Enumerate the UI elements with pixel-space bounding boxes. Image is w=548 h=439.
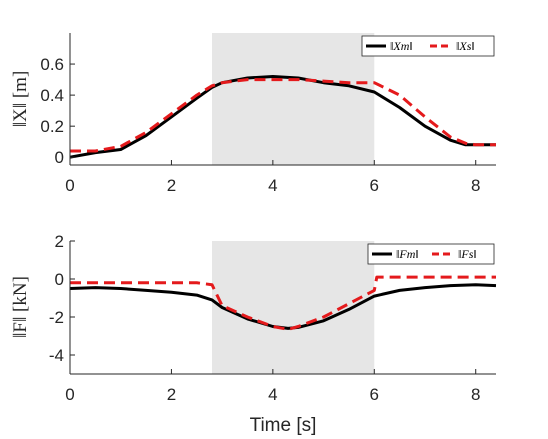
position-x-tick-label: 0 — [65, 176, 74, 195]
force-x-tick-label: 6 — [370, 385, 379, 404]
force-y-tick-label: -2 — [49, 308, 64, 327]
legend-label-fs: ‖Fs‖ — [458, 247, 477, 261]
position-legend: ‖Xm‖ ‖Xs‖ — [361, 35, 495, 57]
force-x-tick-label: 0 — [65, 385, 74, 404]
position-series-slave-line — [70, 78, 496, 153]
position-x-tick-label: 6 — [370, 176, 379, 195]
force-y-tick-label: 2 — [55, 232, 64, 251]
legend-label-xs: ‖Xs‖ — [456, 39, 475, 53]
position-series-master-line — [69, 75, 496, 159]
position-shaded-region — [212, 33, 375, 165]
position-y-tick-label: 0 — [55, 148, 64, 167]
x-axis-label: Time [s] — [250, 415, 317, 436]
force-subplot: 0 2 4 6 8 -4 -2 0 2 ‖F‖ [kN] Time [s] ‖Fm‖ ‖Fs‖ — [10, 232, 497, 436]
force-x-tick-label: 2 — [167, 385, 176, 404]
force-shaded-region — [212, 241, 375, 374]
legend-label-fm: ‖Fm‖ — [396, 247, 419, 261]
force-x-tick-label: 8 — [471, 385, 480, 404]
position-subplot: 0 2 4 6 8 0 0.2 0.4 0.6 ‖X‖ [m] ‖Xm‖ ‖Xs‖ — [10, 33, 496, 195]
position-y-tick-label: 0.4 — [40, 86, 64, 105]
position-y-tick-label: 0.6 — [40, 55, 64, 74]
force-legend: ‖Fm‖ ‖Fs‖ — [367, 243, 495, 265]
force-y-axis-label: ‖F‖ [kN] — [10, 276, 31, 338]
force-x-tick-label: 4 — [268, 385, 277, 404]
force-y-tick-label: 0 — [55, 270, 64, 289]
position-y-tick-label: 0.2 — [40, 117, 64, 136]
force-y-tick-label: -4 — [49, 346, 64, 365]
position-x-tick-label: 2 — [167, 176, 176, 195]
force-legend-box — [367, 243, 495, 265]
position-legend-box — [361, 35, 495, 57]
legend-label-xm: ‖Xm‖ — [390, 39, 413, 53]
position-x-tick-label: 4 — [268, 176, 277, 195]
position-x-tick-label: 8 — [471, 176, 480, 195]
force-series-slave-line — [70, 275, 496, 331]
position-y-axis-label: ‖X‖ [m] — [10, 71, 31, 128]
